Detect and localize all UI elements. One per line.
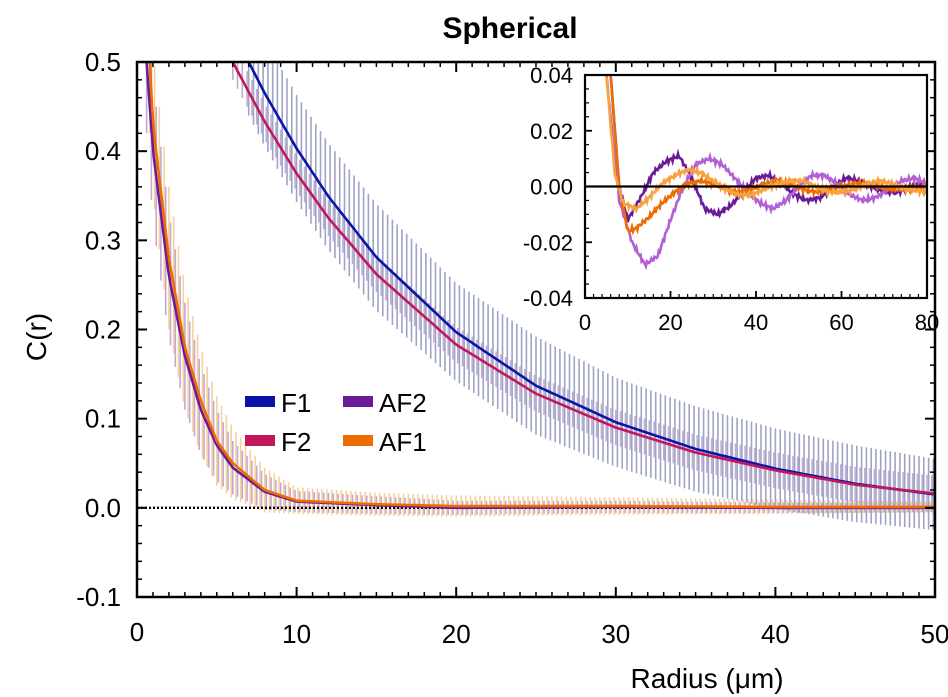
chart-title: Spherical [442, 12, 577, 45]
x-tick-label: 40 [761, 619, 790, 649]
x-tick-label: 0 [130, 617, 144, 647]
x-tick-label: 50 [921, 619, 948, 649]
legend-swatch-af2 [343, 396, 373, 407]
legend: F1 AF2 F2 AF1 [245, 388, 427, 457]
main-series-lines [145, 62, 935, 510]
y-axis-label: C(r) [21, 313, 52, 361]
legend-swatch-af1 [343, 435, 373, 446]
inset-y-tick-label: 0.04 [530, 63, 573, 88]
inset-y-tick-label: 0.02 [530, 119, 573, 144]
inset-x-tick-label: 20 [658, 310, 682, 335]
y-tick-label: 0.5 [85, 47, 121, 77]
inset-series-line [605, 75, 927, 271]
x-tick-label: 20 [442, 619, 471, 649]
inset-y-tick-label: -0.02 [523, 230, 573, 255]
inset-x-tick-label: 80 [915, 310, 939, 335]
y-tick-label: 0.0 [85, 493, 121, 523]
chart-title-group: Spherical [442, 12, 577, 45]
inset-plot-area: 0 20 40 60 80 0.04 0.02 0.00 -0.02 -0.04 [523, 63, 939, 335]
y-tick-label: 0.3 [85, 225, 121, 255]
inset-series-line [609, 75, 927, 223]
x-tick-label: 10 [282, 619, 311, 649]
legend-label-f1: F1 [281, 388, 311, 418]
legend-label-f2: F2 [281, 427, 311, 457]
y-tick-label: 0.2 [85, 315, 121, 345]
y-tick-label: -0.1 [76, 582, 121, 612]
y-tick-label: 0.1 [85, 404, 121, 434]
inset-y-tick-label: -0.04 [523, 286, 573, 311]
legend-swatch-f2 [245, 435, 275, 446]
inset-x-tick-label: 40 [744, 310, 768, 335]
series-line-f2 [231, 62, 935, 495]
inset-x-tick-label: 0 [579, 310, 591, 335]
series-line-af1 [148, 62, 935, 509]
x-axis-label: Radius (μm) [630, 663, 783, 694]
inset-x-tick-label: 60 [829, 310, 853, 335]
x-tick-label: 30 [601, 619, 630, 649]
legend-label-af2: AF2 [379, 388, 427, 418]
legend-swatch-f1 [245, 396, 275, 407]
inset-y-tick-label: 0.00 [530, 175, 573, 200]
legend-label-af1: AF1 [379, 427, 427, 457]
main-plot-area: 0 10 20 30 40 50 0.5 0.4 0.3 0.2 0.1 0.0 -0.1 [76, 47, 948, 649]
y-tick-label: 0.4 [85, 136, 121, 166]
